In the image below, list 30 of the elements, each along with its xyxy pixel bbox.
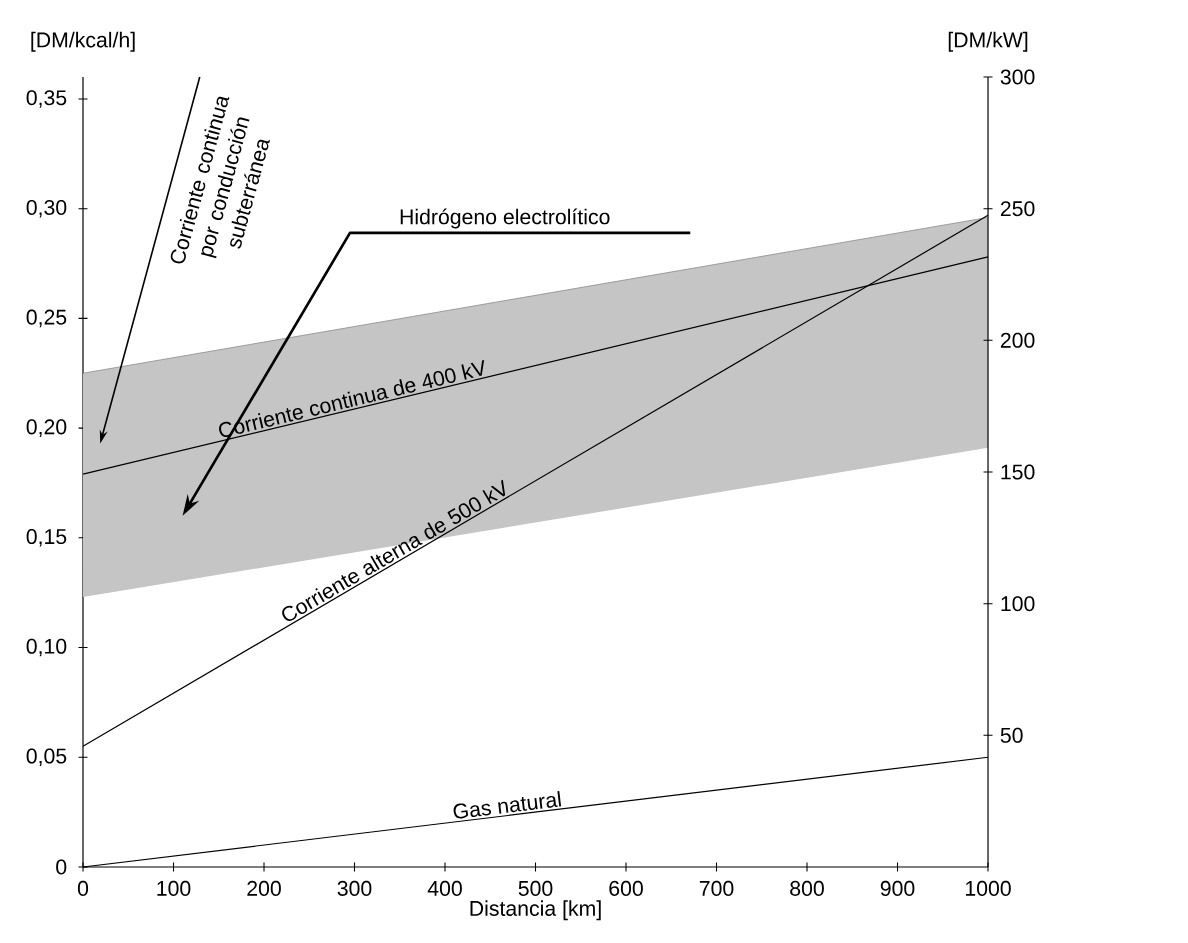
y-tick-label: 0,10 [26, 638, 67, 657]
text: Gas natural [453, 790, 562, 819]
x-tick-label: 800 [790, 880, 824, 896]
y-tick-label: 0,35 [26, 90, 67, 108]
y2-tick-label: 100 [1001, 596, 1035, 612]
y-tick-label: 0,30 [26, 199, 67, 218]
x-tick-label: 600 [609, 880, 643, 896]
x-tick-label: 500 [518, 880, 553, 896]
x-axis-title: Distancia [km] [470, 900, 601, 921]
x-tick-label: 100 [157, 880, 191, 896]
x-tick-label: 0 [77, 880, 89, 896]
x-tick-label: 300 [337, 880, 372, 896]
y2-tick-label: 300 [1000, 69, 1035, 85]
y2-tick-label: 150 [1001, 464, 1035, 480]
text: Hidrógeno electrolítico [400, 208, 610, 229]
y-tick-label: 0,15 [26, 529, 67, 547]
y2-tick-label: 200 [1000, 332, 1035, 348]
y-tick-label: 0,25 [26, 309, 67, 328]
x-tick-label: 400 [427, 880, 462, 896]
y2-tick-label: 50 [1000, 727, 1023, 743]
y2-axis-title: [DM/kW] [948, 31, 1028, 52]
x-tick-label: 200 [247, 880, 281, 896]
y2-tick-label: 250 [1000, 201, 1035, 217]
x-tick-label: 1000 [966, 880, 1011, 896]
x-tick-label: 700 [699, 880, 734, 896]
y-tick-label: 0,05 [26, 748, 67, 767]
y-tick-label: 0 [56, 859, 67, 875]
y-axis-title: [DM/kcal/h] [31, 31, 135, 52]
x-tick-label: 900 [880, 880, 915, 896]
y-tick-label: 0,20 [26, 419, 67, 437]
